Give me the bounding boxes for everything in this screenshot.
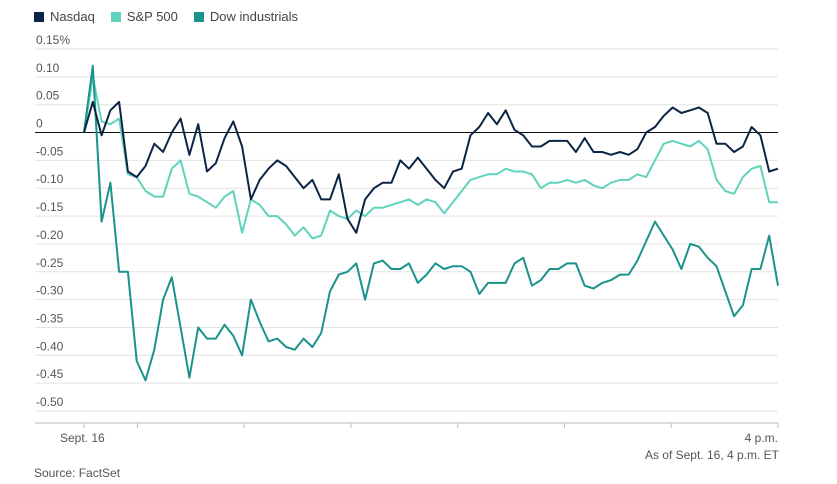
y-tick-label: 0.15% <box>36 33 70 47</box>
y-tick-label: -0.15 <box>36 200 64 214</box>
y-tick-label: -0.10 <box>36 172 64 186</box>
y-axis-ticks: 0.15% 0.10 0.05 0 -0.05 -0.10 -0.15 -0.20 -0.25 -… <box>36 33 70 409</box>
legend-swatch-nasdaq <box>34 11 44 22</box>
y-tick-label: 0.10 <box>36 61 60 75</box>
legend-swatch-sp500 <box>110 11 121 22</box>
y-tick-label: -0.30 <box>36 284 64 298</box>
y-tick-label: 0 <box>36 117 43 131</box>
source-note: Source: FactSet <box>34 466 121 480</box>
legend-label-dow: Dow industrials <box>209 9 299 24</box>
as-of-note: As of Sept. 16, 4 p.m. ET <box>644 448 779 462</box>
y-tick-label: -0.25 <box>36 256 64 270</box>
y-tick-label: -0.35 <box>36 311 64 325</box>
x-axis: Sept. 16 4 p.m. <box>35 422 779 445</box>
y-tick-label: -0.40 <box>36 339 64 353</box>
x-tick-label: Sept. 16 <box>60 431 105 445</box>
series-lines <box>83 64 779 382</box>
dow-industrials-line <box>83 64 779 382</box>
legend-label-sp500: S&P 500 <box>126 9 178 24</box>
x-tick-label: 4 p.m. <box>745 431 778 445</box>
legend-item-dow: Dow industrials <box>193 9 299 24</box>
legend-swatch-dow <box>193 11 204 22</box>
gridlines <box>35 48 778 412</box>
y-tick-label: -0.20 <box>36 228 64 242</box>
legend-label-nasdaq: Nasdaq <box>50 9 95 24</box>
legend-item-nasdaq: Nasdaq <box>34 9 95 24</box>
sp500-line <box>83 75 778 240</box>
legend-item-sp500: S&P 500 <box>110 9 178 24</box>
nasdaq-line <box>83 100 779 234</box>
y-tick-label: -0.45 <box>36 367 64 381</box>
y-tick-label: -0.50 <box>36 395 64 409</box>
y-tick-label: 0.05 <box>36 89 60 103</box>
legend: Nasdaq S&P 500 Dow industrials <box>34 9 298 24</box>
y-tick-label: -0.05 <box>36 144 64 158</box>
